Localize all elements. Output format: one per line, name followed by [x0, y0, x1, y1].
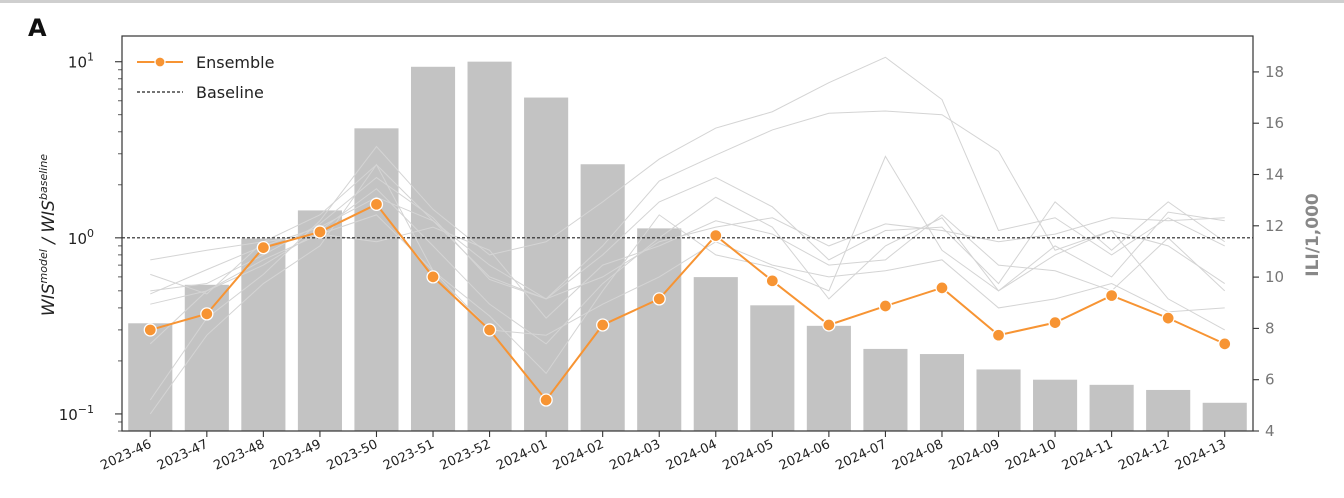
bar-2024-09	[976, 369, 1021, 431]
bar-2024-10	[1033, 379, 1078, 431]
background-line-6	[150, 214, 1226, 319]
background-line-3	[149, 56, 1225, 401]
bar-2023-52	[467, 61, 512, 431]
ensemble-group	[143, 197, 1232, 407]
plot-frame	[121, 35, 1254, 432]
bar-2024-02	[580, 164, 625, 431]
panel-label: A	[28, 14, 47, 42]
background-line-5	[150, 176, 1225, 300]
right-axis-label: ILI/1,000	[1303, 193, 1323, 277]
x-tick-label-2024-07: 2024-07	[834, 437, 890, 474]
right-tick-label: 12	[1265, 217, 1284, 235]
bar-2024-05	[750, 305, 795, 431]
x-tick-label-2024-12: 2024-12	[1116, 437, 1172, 474]
right-tick-label: 6	[1265, 371, 1275, 389]
ensemble-point-2023-46	[143, 323, 157, 337]
bar-2023-50	[354, 128, 399, 432]
x-tick-label-2023-51: 2023-51	[381, 437, 437, 474]
right-tick-label: 4	[1265, 422, 1275, 440]
left-axis-label-sup1: model	[37, 249, 50, 283]
bar-2023-46	[128, 323, 173, 431]
x-tick-label-2023-48: 2023-48	[211, 437, 267, 474]
ensemble-point-2024-03	[652, 292, 666, 306]
x-tick-label-2024-04: 2024-04	[664, 437, 720, 474]
right-tick-label: 8	[1265, 319, 1275, 337]
bar-2024-11	[1089, 384, 1134, 431]
bar-2024-03	[637, 228, 682, 431]
left-axis-label-sep: / WIS	[39, 200, 59, 249]
ensemble-point-2024-13	[1218, 337, 1232, 351]
ensemble-line	[150, 203, 1226, 402]
background-line-2	[150, 188, 1225, 345]
ensemble-point-2023-52	[482, 323, 497, 337]
bar-2024-04	[693, 277, 738, 431]
x-tick-label-2024-01: 2024-01	[494, 437, 550, 474]
bar-group	[128, 61, 1247, 432]
right-tick-label: 16	[1265, 114, 1284, 132]
ensemble-point-2024-08	[935, 281, 949, 295]
ensemble-point-2024-09	[991, 328, 1006, 342]
right-tick-label: 14	[1265, 166, 1284, 184]
right-tick-label: 10	[1265, 268, 1284, 286]
ensemble-point-2024-10	[1048, 315, 1062, 330]
right-axis-ticks: 4 6 8 10 12 14 16 18	[1253, 63, 1284, 440]
x-axis-ticks: 2023-46 2023-47 2023-48 2023-49 2023-50 2023-…	[98, 431, 1228, 474]
ensemble-point-2023-48	[256, 240, 271, 255]
x-tick-label-2024-09: 2024-09	[947, 437, 1003, 474]
bar-2023-49	[297, 210, 342, 431]
left-axis-ticks: 10−1 100 101	[59, 51, 122, 432]
x-tick-label-2023-49: 2023-49	[268, 437, 324, 474]
background-line-1	[150, 110, 1226, 300]
background-line-8	[149, 214, 1225, 345]
ensemble-point-2024-06	[822, 318, 836, 332]
x-tick-label-2024-13: 2024-13	[1173, 437, 1229, 474]
x-tick-label-2023-47: 2023-47	[155, 437, 211, 474]
background-lines	[149, 56, 1226, 415]
ensemble-point-2024-05	[765, 274, 779, 288]
legend-baseline-label: Baseline	[196, 83, 264, 102]
legend-ensemble-marker	[154, 56, 166, 68]
top-rule	[0, 0, 1344, 3]
x-tick-label-2024-06: 2024-06	[777, 437, 833, 474]
left-axis-label: WISmodel / WISbaseline	[37, 154, 59, 316]
x-tick-label-2023-52: 2023-52	[438, 437, 494, 474]
x-tick-label-2024-02: 2024-02	[551, 437, 607, 474]
ensemble-point-2023-49	[313, 225, 327, 239]
ensemble-point-2024-01	[539, 393, 553, 407]
bar-2024-08	[919, 354, 965, 431]
bar-2024-07	[863, 348, 908, 431]
x-tick-label-2024-03: 2024-03	[607, 437, 663, 474]
x-tick-label-2024-08: 2024-08	[890, 437, 946, 474]
legend: Ensemble Baseline	[137, 53, 274, 102]
ensemble-point-2023-47	[200, 307, 214, 321]
ensemble-point-2024-07	[878, 299, 893, 313]
ensemble-point-2023-50	[369, 197, 384, 211]
bar-2024-12	[1146, 389, 1191, 431]
bar-2023-48	[241, 238, 286, 431]
bar-2024-01	[524, 97, 569, 431]
bar-2024-06	[806, 325, 851, 431]
legend-ensemble-label: Ensemble	[196, 53, 274, 72]
left-axis-label-sup2: baseline	[37, 154, 50, 200]
right-tick-label: 18	[1265, 63, 1284, 81]
left-tick-label: 101	[68, 51, 94, 72]
x-tick-label-2024-05: 2024-05	[720, 437, 776, 474]
ensemble-point-2024-12	[1161, 311, 1175, 325]
bar-2024-13	[1202, 402, 1247, 431]
left-axis-label-main: WIS	[39, 283, 59, 316]
bar-2023-51	[410, 66, 456, 431]
x-tick-label-2024-11: 2024-11	[1060, 437, 1116, 474]
x-tick-label-2024-10: 2024-10	[1003, 437, 1059, 474]
ensemble-point-2024-04	[709, 228, 723, 243]
left-tick-label: 100	[68, 227, 94, 248]
x-tick-label-2023-46: 2023-46	[98, 437, 154, 474]
left-tick-label: 10−1	[59, 403, 94, 424]
ensemble-point-2024-11	[1104, 288, 1119, 303]
background-line-7	[150, 176, 1226, 300]
x-tick-label-2023-50: 2023-50	[325, 437, 381, 474]
ensemble-point-2024-02	[596, 318, 610, 332]
ensemble-point-2023-51	[426, 270, 440, 284]
